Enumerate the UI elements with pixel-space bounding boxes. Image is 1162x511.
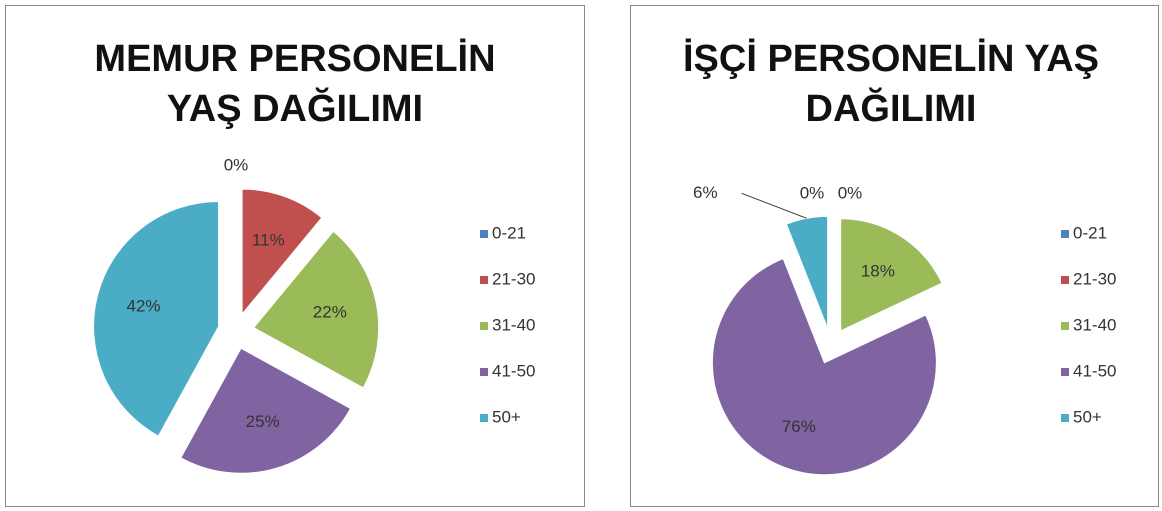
data-label: 0% xyxy=(800,183,825,202)
pie-slice xyxy=(93,201,220,437)
data-label: 22% xyxy=(313,303,347,322)
legend-swatch xyxy=(1061,322,1069,330)
chart-title: MEMUR PERSONELİN YAŞ DAĞILIMI xyxy=(94,38,496,130)
leader-line xyxy=(741,192,807,219)
pie-slice xyxy=(180,347,352,474)
legend-label: 21-30 xyxy=(1073,269,1116,288)
pie-slice xyxy=(252,230,380,389)
data-label: 0% xyxy=(838,183,863,202)
data-label: 25% xyxy=(246,412,280,431)
data-label: 6% xyxy=(693,183,718,202)
data-label: 11% xyxy=(252,231,285,250)
legend-label: 31-40 xyxy=(1073,315,1116,334)
legend-swatch xyxy=(1061,230,1069,238)
data-label: 42% xyxy=(126,297,160,316)
legend-swatch xyxy=(1061,368,1069,376)
legend-swatch xyxy=(480,368,488,376)
data-label: 18% xyxy=(861,262,895,281)
legend-label: 50+ xyxy=(492,407,521,426)
chart-panel: MEMUR PERSONELİN YAŞ DAĞILIMI 0% 11% 22% 25… xyxy=(5,5,585,507)
legend-label: 0-21 xyxy=(492,223,526,242)
legend-label: 21-30 xyxy=(492,269,535,288)
legend-swatch xyxy=(1061,276,1069,284)
data-label: 0% xyxy=(224,155,249,174)
pie-slice xyxy=(785,215,829,329)
data-label: 76% xyxy=(782,417,816,436)
legend-swatch xyxy=(480,322,488,330)
chart-title: İŞÇİ PERSONELİN YAŞ DAĞILIMI xyxy=(682,38,1099,130)
legend-swatch xyxy=(480,276,488,284)
legend-label: 41-50 xyxy=(492,361,535,380)
chart: 0% 11% 22% 25% 42% 0-21 21-30 31-40 41-50 50+ xyxy=(93,155,535,474)
chart-panel: İŞÇİ PERSONELİN YAŞ DAĞILIMI 0% 0% 18% 76% 6… xyxy=(630,5,1159,507)
legend-label: 31-40 xyxy=(492,315,535,334)
legend-swatch xyxy=(480,230,488,238)
chart: 0% 0% 18% 76% 6% 0-21 21-30 31-40 41-50 50+ xyxy=(693,183,1116,476)
legend-swatch xyxy=(1061,414,1069,422)
pie-slice xyxy=(241,188,323,316)
legend-label: 41-50 xyxy=(1073,361,1116,380)
pie-slice xyxy=(711,257,937,476)
legend-swatch xyxy=(480,414,488,422)
legend-label: 0-21 xyxy=(1073,223,1107,242)
pie-slice xyxy=(840,218,943,332)
legend-label: 50+ xyxy=(1073,407,1102,426)
